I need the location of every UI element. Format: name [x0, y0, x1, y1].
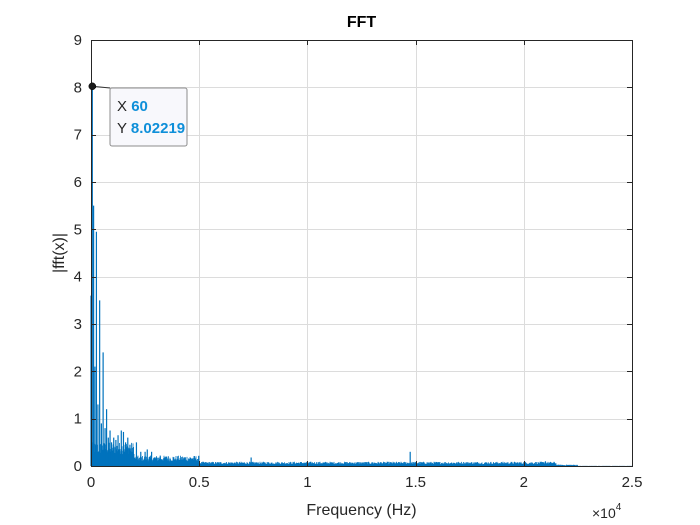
y-tick-label: 7: [74, 127, 82, 144]
datatip-marker[interactable]: [88, 82, 97, 91]
datatip-x-label: X: [117, 98, 127, 115]
axis-ticks: [91, 40, 633, 467]
x-exponent-power: 4: [616, 502, 622, 513]
datatip-box: [109, 87, 188, 147]
datatip-x-value: 60: [131, 98, 148, 115]
datatip[interactable]: X 60 Y 8.02219: [88, 82, 188, 147]
x-tick-label: 1.5: [405, 474, 426, 491]
y-tick-label: 3: [74, 316, 82, 333]
y-tick-label: 1: [74, 411, 82, 428]
y-axis-label: |fft(x)|: [51, 233, 68, 273]
x-tick-label: 0: [87, 474, 95, 491]
x-tick-label: 0.5: [189, 474, 210, 491]
datatip-y-value: 8.02219: [131, 120, 185, 137]
datatip-y-label: Y: [117, 120, 127, 137]
axes-box: [91, 40, 633, 467]
x-axis-label: Frequency (Hz): [306, 502, 416, 519]
x-exponent-base: ×10: [592, 505, 616, 521]
tick-labels: 0 0.5 1 1.5 2 2.5 0 1 2 3 4 5 6 7 8 9: [74, 32, 643, 491]
y-tick-label: 5: [74, 221, 82, 238]
x-axis-exponent: ×104: [592, 502, 622, 521]
y-tick-label: 8: [74, 79, 82, 96]
y-tick-label: 9: [74, 32, 82, 49]
y-tick-label: 0: [74, 458, 82, 475]
y-tick-label: 4: [74, 269, 82, 286]
grid: [91, 40, 633, 467]
x-tick-label: 2.5: [622, 474, 643, 491]
x-tick-label: 1: [303, 474, 311, 491]
y-tick-label: 6: [74, 174, 82, 191]
x-tick-label: 2: [520, 474, 528, 491]
chart-title: FFT: [347, 14, 377, 31]
datatip-y-row: Y 8.02219: [117, 120, 185, 137]
y-tick-label: 2: [74, 363, 82, 380]
datatip-x-row: X 60: [117, 98, 148, 115]
